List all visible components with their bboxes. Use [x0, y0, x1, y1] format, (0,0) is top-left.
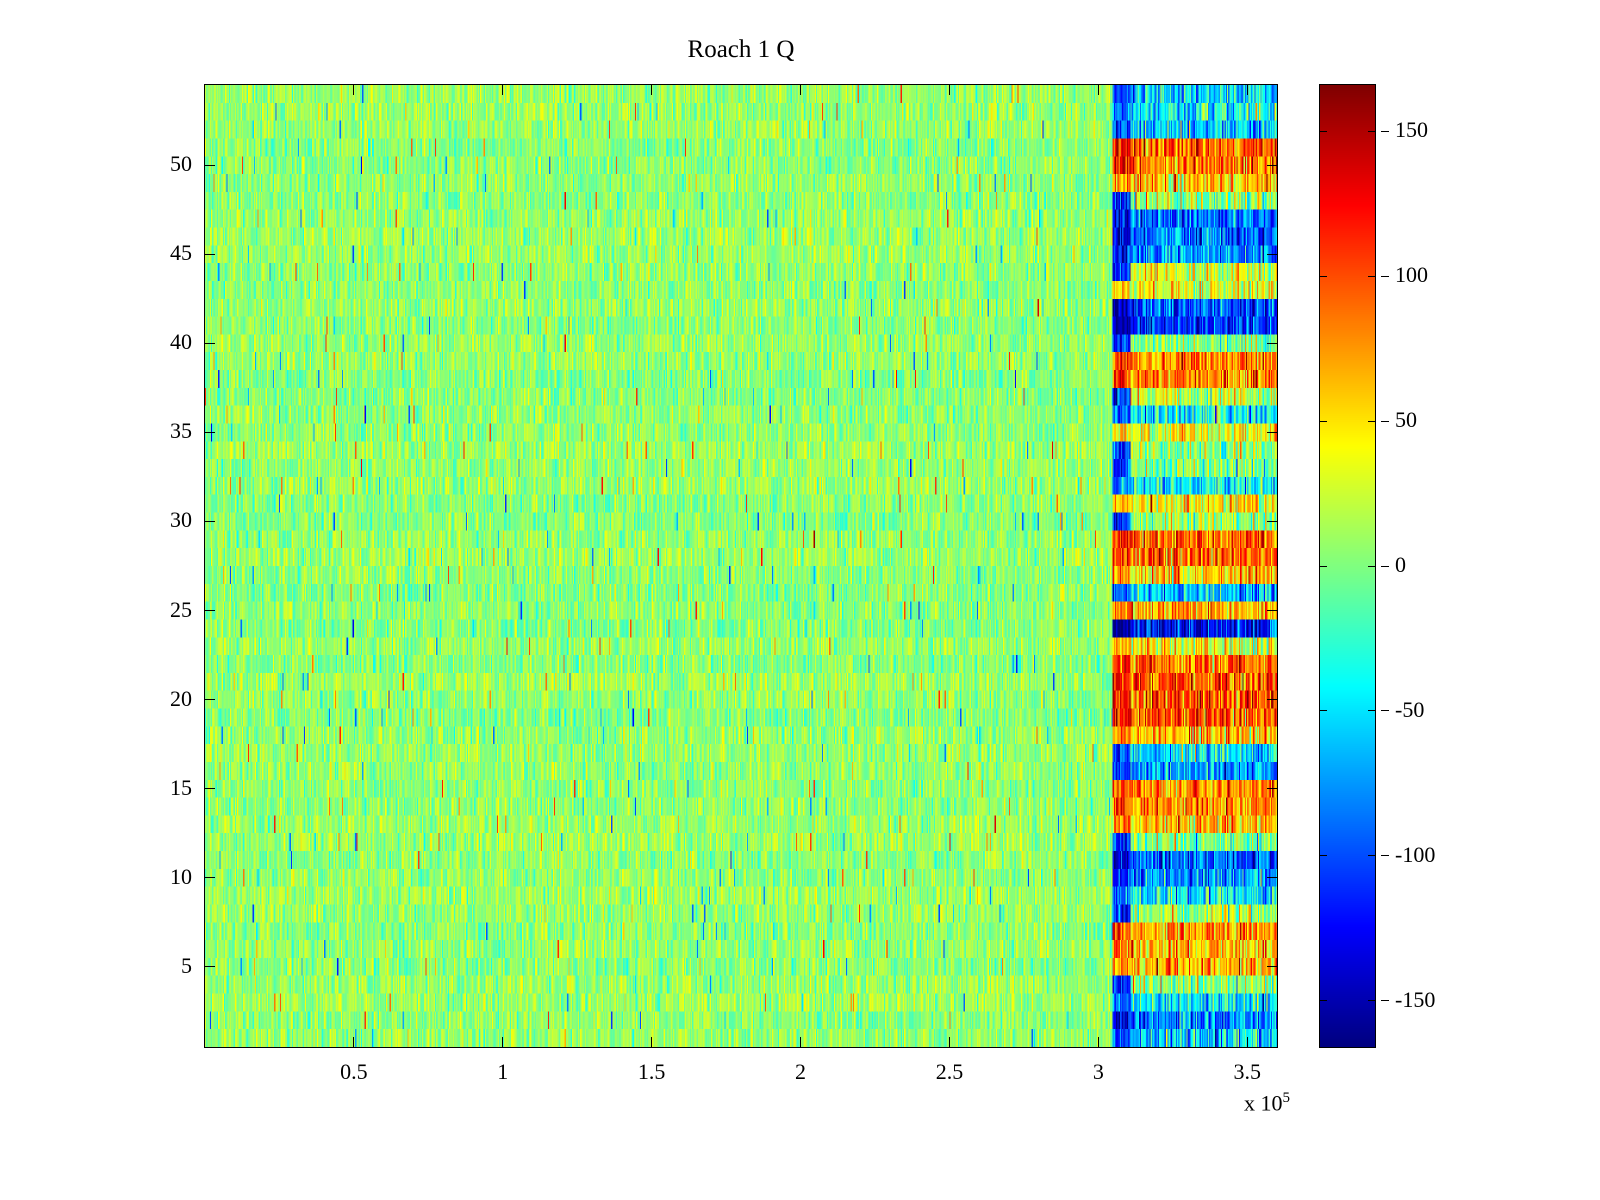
colorbar-tick-mark	[1368, 420, 1375, 422]
y-tick-mark	[1267, 253, 1277, 255]
y-tick-mark	[1267, 788, 1277, 790]
colorbar-tick-mark	[1320, 420, 1327, 422]
y-tick-label: 10	[170, 863, 192, 889]
colorbar-tick-label: -100	[1395, 841, 1436, 867]
x-tick-mark	[502, 1037, 504, 1047]
x-tick-mark	[800, 1037, 802, 1047]
x-tick-label: 3	[1092, 1059, 1104, 1084]
y-tick-mark	[205, 342, 215, 344]
x-tick-mark	[948, 85, 950, 95]
x-tick-mark	[651, 85, 653, 95]
colorbar-tick-dash	[1381, 275, 1389, 277]
y-tick-mark	[1267, 520, 1277, 522]
colorbar-tick-mark	[1368, 710, 1375, 712]
y-tick-mark	[205, 788, 215, 790]
x-tick-mark	[800, 85, 802, 95]
colorbar-tick-mark	[1368, 855, 1375, 857]
y-tick-label: 30	[170, 507, 192, 533]
colorbar-tick-label: -150	[1395, 986, 1436, 1012]
colorbar-tick-mark	[1320, 1000, 1327, 1002]
x-tick-mark	[1097, 85, 1099, 95]
x-tick-mark	[1246, 85, 1248, 95]
x-tick-label: 0.5	[340, 1059, 368, 1084]
y-tick-mark	[205, 164, 215, 166]
y-tick-mark	[1267, 877, 1277, 879]
y-tick-label: 25	[170, 596, 192, 622]
y-tick-mark	[1267, 342, 1277, 344]
colorbar-canvas	[1320, 85, 1375, 1047]
heatmap-canvas	[205, 85, 1277, 1047]
colorbar-tick-dash	[1381, 855, 1389, 857]
y-tick-label: 40	[170, 329, 192, 355]
y-tick-label: 35	[170, 418, 192, 444]
colorbar-tick-dash	[1381, 1000, 1389, 1002]
colorbar-tick-label: 0	[1395, 552, 1406, 577]
colorbar-tick-label: 50	[1395, 407, 1417, 433]
y-tick-mark	[1267, 610, 1277, 612]
colorbar-tick-dash	[1381, 130, 1389, 132]
colorbar-tick-mark	[1320, 855, 1327, 857]
colorbar-tick-mark	[1368, 565, 1375, 567]
x-tick-label: 3.5	[1233, 1059, 1261, 1084]
y-tick-mark	[1267, 966, 1277, 968]
y-tick-mark	[205, 966, 215, 968]
colorbar-tick-label: -50	[1395, 696, 1425, 722]
y-tick-mark	[205, 520, 215, 522]
y-tick-label: 45	[170, 240, 192, 266]
y-tick-label: 20	[170, 685, 192, 711]
x-tick-label: 2.5	[935, 1059, 964, 1084]
x-tick-mark	[353, 85, 355, 95]
y-tick-mark	[205, 877, 215, 879]
y-tick-mark	[1267, 699, 1277, 701]
y-tick-mark	[1267, 164, 1277, 166]
colorbar-tick-mark	[1320, 130, 1327, 132]
colorbar-tick-mark	[1368, 275, 1375, 277]
x-axis-exponent-base: x 10	[1244, 1090, 1283, 1116]
colorbar-tick-mark	[1320, 275, 1327, 277]
colorbar-tick-dash	[1381, 420, 1389, 422]
colorbar-tick-mark	[1368, 1000, 1375, 1002]
y-tick-mark	[205, 610, 215, 612]
x-tick-label: 1	[497, 1059, 509, 1084]
y-tick-mark	[205, 431, 215, 433]
colorbar-box	[1319, 84, 1376, 1048]
y-tick-mark	[205, 253, 215, 255]
x-tick-mark	[1097, 1037, 1099, 1047]
y-tick-label: 50	[170, 151, 192, 177]
colorbar-tick-dash	[1381, 565, 1389, 567]
y-tick-label: 5	[181, 952, 192, 978]
x-tick-label: 2	[795, 1059, 807, 1084]
x-tick-mark	[651, 1037, 653, 1047]
colorbar-tick-mark	[1320, 565, 1327, 567]
x-tick-mark	[948, 1037, 950, 1047]
chart-title: Roach 1 Q	[687, 36, 795, 63]
x-axis-exponent: x 105	[1150, 1090, 1290, 1116]
x-tick-label: 1.5	[637, 1059, 666, 1084]
colorbar-tick-dash	[1381, 710, 1389, 712]
colorbar-tick-mark	[1368, 130, 1375, 132]
x-tick-mark	[1246, 1037, 1248, 1047]
x-tick-mark	[502, 85, 504, 95]
colorbar-tick-mark	[1320, 710, 1327, 712]
colorbar-tick-label: 100	[1395, 262, 1428, 288]
y-tick-mark	[205, 699, 215, 701]
x-tick-mark	[353, 1037, 355, 1047]
x-axis-exponent-power: 5	[1282, 1090, 1291, 1106]
y-tick-label: 15	[170, 774, 192, 800]
plot-box	[204, 84, 1278, 1048]
y-tick-mark	[1267, 431, 1277, 433]
colorbar-tick-label: 150	[1395, 117, 1428, 143]
